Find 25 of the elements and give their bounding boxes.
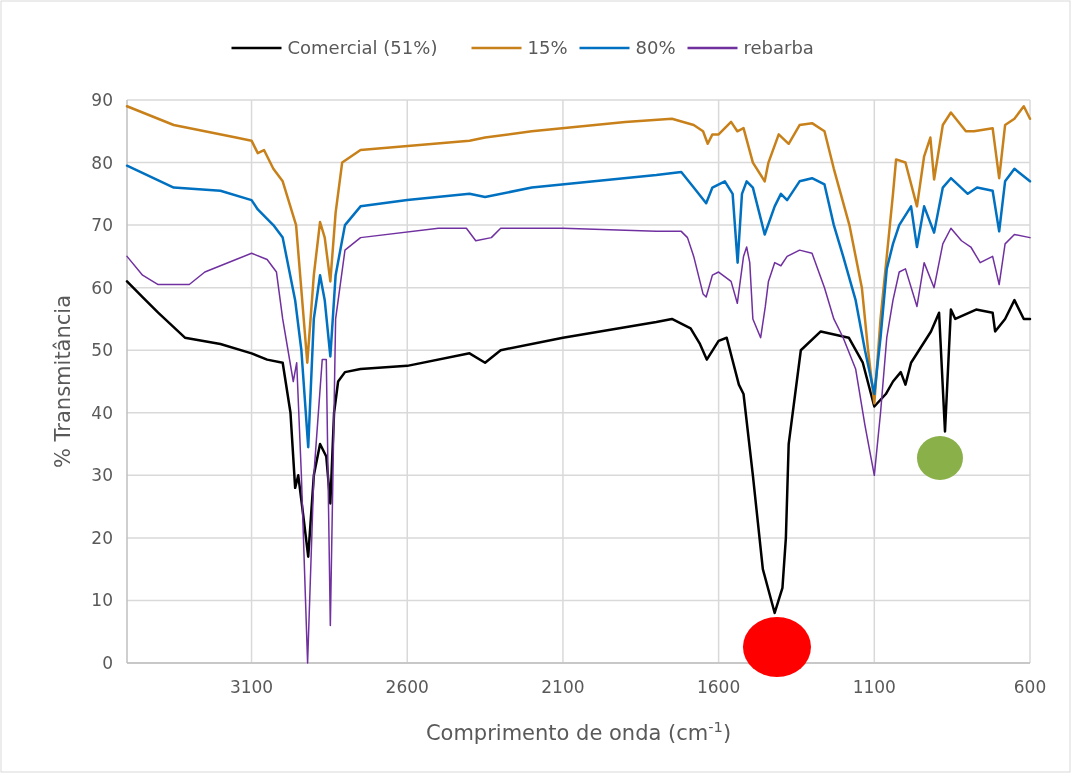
line-series <box>125 164 1032 449</box>
line-series <box>125 280 1032 615</box>
x-tick-label: 3100 <box>229 677 274 697</box>
x-tick-label: 600 <box>1013 677 1047 697</box>
y-tick-label: 0 <box>102 652 113 673</box>
legend-label: rebarba <box>743 37 814 59</box>
y-tick-label: 20 <box>91 527 113 548</box>
y-tick-label: 70 <box>91 215 113 236</box>
x-axis-title: Comprimento de onda (cm$^{-1}$) <box>425 717 732 745</box>
x-tick-label: 2100 <box>541 677 585 697</box>
legend-label: 80% <box>635 37 676 59</box>
x-tick-label: 1100 <box>852 677 896 697</box>
x-tick-label: 2600 <box>385 677 429 697</box>
legend-label: 15% <box>527 37 568 59</box>
y-tick-label: 40 <box>91 402 113 423</box>
line-series <box>125 105 1032 405</box>
y-tick-label: 50 <box>91 340 113 361</box>
y-tick-label: 60 <box>91 277 113 298</box>
y-tick-label: 80 <box>91 152 113 173</box>
y-tick-label: 90 <box>91 89 113 110</box>
y-axis-title: % Transmitância <box>51 294 75 469</box>
y-tick-label: 30 <box>91 465 113 486</box>
x-tick-label: 1600 <box>696 677 741 697</box>
legend-label: Comercial (51%) <box>287 37 438 59</box>
y-tick-label: 10 <box>91 590 113 611</box>
